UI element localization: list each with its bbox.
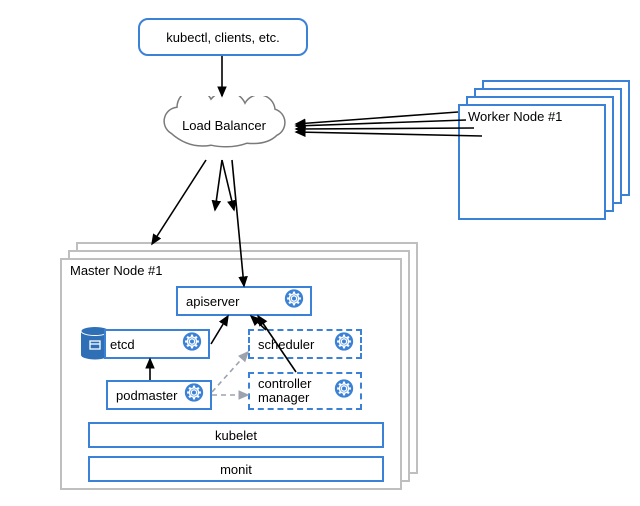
gear-icon	[284, 289, 304, 314]
edge	[296, 132, 482, 136]
clients-label: kubectl, clients, etc.	[166, 30, 279, 45]
apiserver-box: apiserver	[176, 286, 312, 316]
worker-node-panel: Worker Node #1	[458, 104, 606, 220]
edge	[222, 160, 234, 210]
clients-box: kubectl, clients, etc.	[138, 18, 308, 56]
controller-manager-box: controller manager	[248, 372, 362, 410]
worker-node-label: Worker Node #1	[468, 109, 562, 124]
kubelet-label: kubelet	[215, 428, 257, 443]
kubelet-box: kubelet	[88, 422, 384, 448]
gear-icon	[334, 332, 354, 357]
edge	[152, 160, 206, 244]
podmaster-box: podmaster	[106, 380, 212, 410]
scheduler-box: scheduler	[248, 329, 362, 359]
monit-label: monit	[220, 462, 252, 477]
svg-text:Load Balancer: Load Balancer	[182, 118, 267, 133]
master-node-label: Master Node #1	[70, 263, 163, 278]
edge	[215, 160, 222, 210]
edge	[296, 128, 474, 129]
gear-icon	[184, 383, 204, 408]
load-balancer-cloud: Load Balancer	[151, 96, 297, 156]
etcd-box: etcd	[104, 329, 210, 359]
gear-icon	[182, 332, 202, 357]
edge	[296, 120, 466, 126]
monit-box: monit	[88, 456, 384, 482]
gear-icon	[334, 379, 354, 404]
edge	[296, 112, 458, 124]
